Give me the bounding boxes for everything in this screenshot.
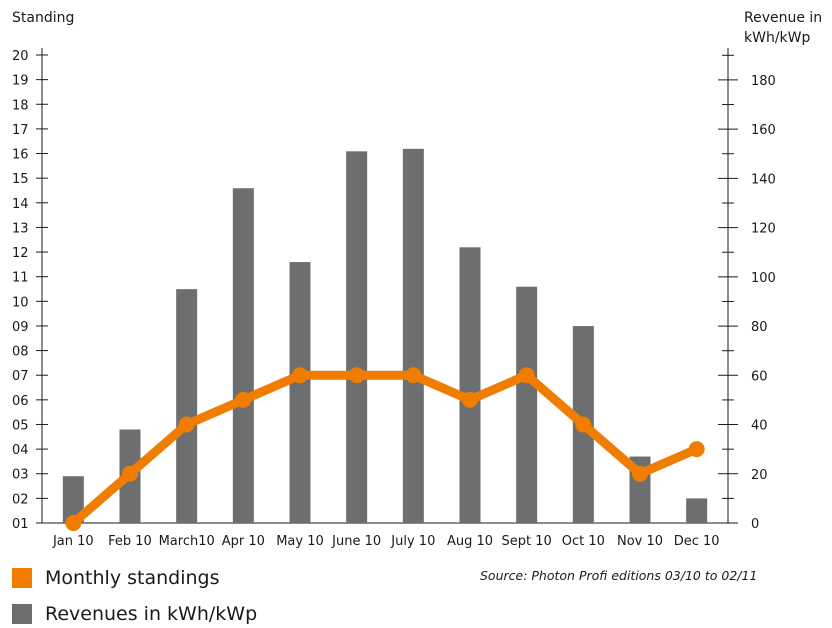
x-tick-label: Nov 10 <box>617 534 663 549</box>
right-tick-label: 120 <box>751 222 776 237</box>
legend-item-revenues: Revenues in kWh/kWp <box>12 603 257 625</box>
left-tick-label: 01 <box>12 517 29 532</box>
right-tick-label: 60 <box>751 369 768 384</box>
left-tick-label: 17 <box>12 123 29 138</box>
x-tick-label: June 10 <box>331 534 381 549</box>
standing-point <box>65 515 82 531</box>
standing-point <box>292 367 308 384</box>
standing-point <box>462 391 478 408</box>
legend-swatch-orange <box>12 568 32 588</box>
x-tick-label: Aug 10 <box>447 534 493 549</box>
bar <box>459 247 481 524</box>
bar <box>686 498 708 523</box>
x-tick-label: March10 <box>159 534 215 549</box>
right-tick-label: 0 <box>751 517 759 532</box>
standing-point <box>575 416 592 433</box>
bar <box>232 188 254 523</box>
right-tick-label: 40 <box>751 419 768 434</box>
right-tick-label: 140 <box>751 172 776 187</box>
standing-point <box>348 367 365 384</box>
bar <box>176 289 198 523</box>
left-tick-label: 07 <box>12 369 29 384</box>
right-tick-label: 80 <box>751 320 768 335</box>
right-tick-label: 100 <box>751 271 776 286</box>
left-tick-label: 10 <box>12 295 29 310</box>
standing-point <box>518 367 535 384</box>
right-axis-title: Revenue in kWh/kWp <box>744 8 830 48</box>
standing-line <box>68 370 702 528</box>
left-tick-label: 09 <box>12 320 29 335</box>
left-tick-label: 02 <box>12 492 29 507</box>
legend-label: Monthly standings <box>45 567 220 589</box>
left-tick-label: 15 <box>12 172 29 187</box>
right-tick-label: 20 <box>751 468 768 483</box>
standing-point <box>178 416 195 433</box>
left-tick-label: 12 <box>12 246 29 261</box>
source-note: Source: Photon Profi editions 03/10 to 0… <box>480 568 758 583</box>
legend-swatch-gray <box>12 604 32 624</box>
standing-point <box>405 367 422 384</box>
bar <box>346 151 368 524</box>
x-tick-label: Sept 10 <box>502 534 552 549</box>
legend-label: Revenues in kWh/kWp <box>45 603 258 625</box>
labels-layer: 01 02 03 04 05 06 07 08 09 10 11 12 13 14 15 16 17 18 19 20… <box>12 49 776 549</box>
bars-layer <box>62 148 708 524</box>
left-tick-label: 04 <box>12 443 29 458</box>
standing-point <box>632 465 648 482</box>
left-tick-label: 08 <box>12 345 29 360</box>
standing-point <box>688 441 705 458</box>
left-tick-label: 03 <box>12 468 29 483</box>
left-tick-label: 11 <box>12 271 29 286</box>
right-tick-label: 180 <box>751 74 776 89</box>
x-tick-label: Oct 10 <box>562 534 605 549</box>
standing-point <box>235 391 252 408</box>
bar <box>516 286 538 523</box>
right-tick-label: 160 <box>751 123 776 138</box>
x-tick-label: Feb 10 <box>108 534 152 549</box>
x-tick-label: July 10 <box>390 534 435 549</box>
left-tick-label: 19 <box>12 74 29 89</box>
x-tick-label: Apr 10 <box>222 534 265 549</box>
left-axis-title: Standing <box>12 10 75 26</box>
x-tick-label: Dec 10 <box>674 534 720 549</box>
x-tick-label: Jan 10 <box>52 534 94 549</box>
bar <box>402 148 424 523</box>
left-tick-label: 20 <box>12 49 29 64</box>
left-tick-label: 18 <box>12 98 29 113</box>
bar <box>289 262 311 523</box>
x-tick-label: May 10 <box>276 534 324 549</box>
axes-layer <box>36 48 738 524</box>
bar <box>62 476 84 523</box>
right-axis-title-line2: kWh/kWp <box>744 30 811 46</box>
left-tick-label: 05 <box>12 418 29 433</box>
left-tick-label: 16 <box>12 148 29 163</box>
standing-point <box>122 465 138 482</box>
left-tick-label: 06 <box>12 394 29 409</box>
left-tick-label: 14 <box>12 197 29 212</box>
right-axis-title-line1: Revenue in <box>744 10 823 26</box>
legend-item-monthly-standings: Monthly standings <box>12 567 220 589</box>
line-layer <box>65 367 705 531</box>
left-tick-label: 13 <box>12 221 29 236</box>
